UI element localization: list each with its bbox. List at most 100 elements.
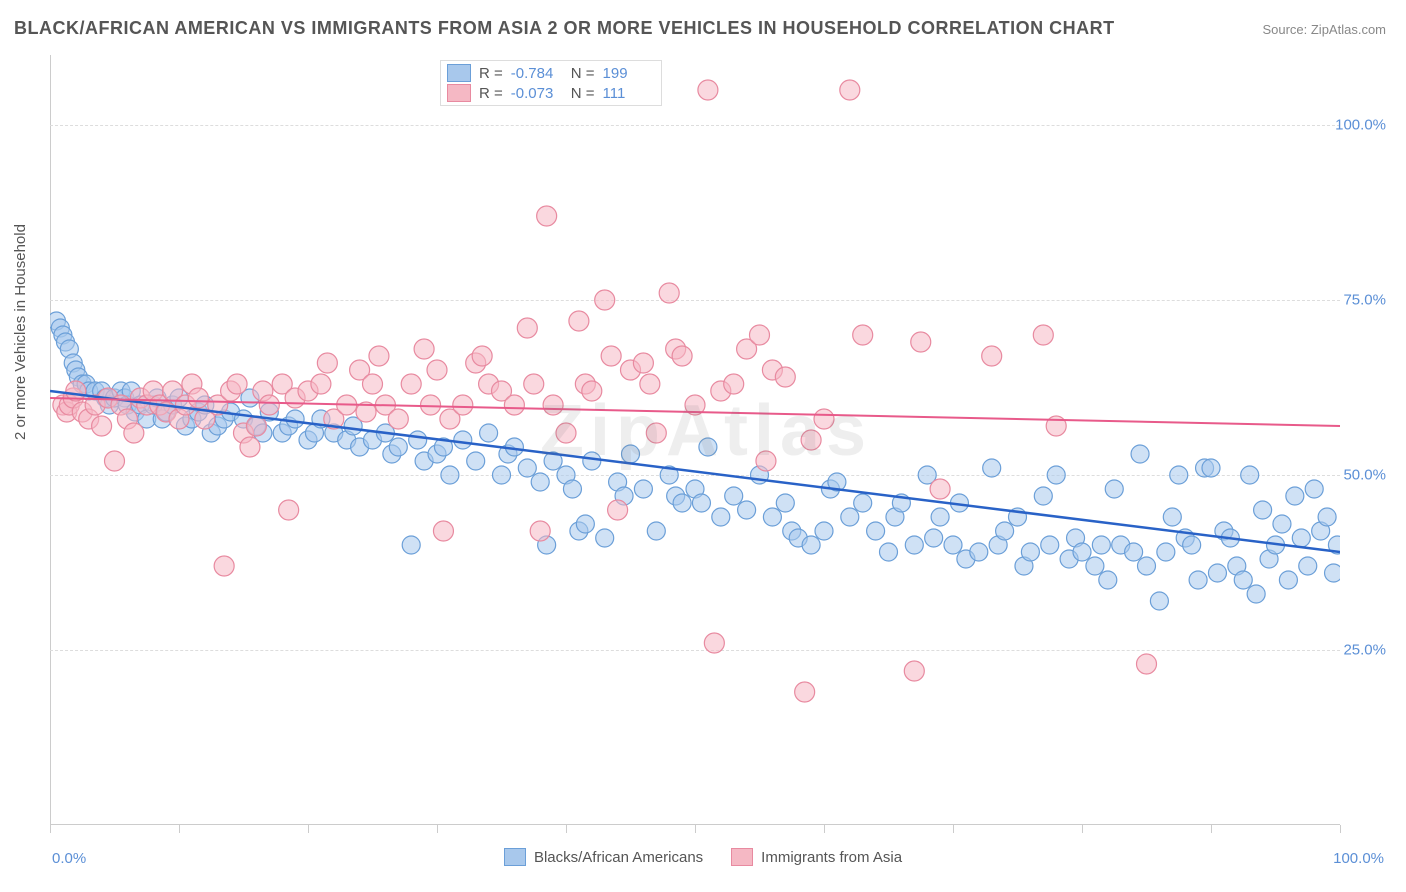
scatter-point <box>795 682 815 702</box>
scatter-point <box>725 487 743 505</box>
scatter-point <box>1034 487 1052 505</box>
scatter-point <box>454 431 472 449</box>
scatter-point <box>763 508 781 526</box>
scatter-point <box>815 522 833 540</box>
scatter-point <box>563 480 581 498</box>
scatter-point <box>1279 571 1297 589</box>
scatter-point <box>388 409 408 429</box>
scatter-point <box>576 515 594 533</box>
legend-label: Immigrants from Asia <box>761 849 902 866</box>
r-value: -0.073 <box>511 85 563 102</box>
swatch-icon <box>731 848 753 866</box>
scatter-point <box>1325 564 1340 582</box>
scatter-point <box>659 283 679 303</box>
scatter-point <box>996 522 1014 540</box>
scatter-point <box>867 522 885 540</box>
scatter-point <box>904 661 924 681</box>
scatter-point <box>124 423 144 443</box>
x-tick-mark <box>1082 825 1083 833</box>
scatter-point <box>1202 459 1220 477</box>
scatter-point <box>369 346 389 366</box>
scatter-point <box>801 430 821 450</box>
legend-label: Blacks/African Americans <box>534 849 703 866</box>
x-tick-mark <box>1340 825 1341 833</box>
scatter-point <box>240 437 260 457</box>
scatter-point <box>1189 571 1207 589</box>
scatter-point <box>692 494 710 512</box>
scatter-point <box>105 451 125 471</box>
scatter-point <box>1247 585 1265 603</box>
scatter-point <box>1092 536 1110 554</box>
scatter-point <box>517 318 537 338</box>
scatter-point <box>647 522 665 540</box>
scatter-point <box>698 80 718 100</box>
x-tick-mark <box>308 825 309 833</box>
scatter-point <box>854 494 872 512</box>
x-tick-mark <box>695 825 696 833</box>
legend-item-0: Blacks/African Americans <box>504 848 703 866</box>
scatter-point <box>246 416 266 436</box>
scatter-point <box>1286 487 1304 505</box>
scatter-point <box>363 374 383 394</box>
x-tick-mark <box>437 825 438 833</box>
scatter-point <box>583 452 601 470</box>
scatter-point <box>401 374 421 394</box>
scatter-point <box>472 346 492 366</box>
scatter-point <box>756 451 776 471</box>
stats-row-series1: R = -0.073 N = 111 <box>445 83 657 103</box>
swatch-icon <box>504 848 526 866</box>
bottom-legend: Blacks/African Americans Immigrants from… <box>0 848 1406 866</box>
scatter-point <box>1170 466 1188 484</box>
stats-row-series0: R = -0.784 N = 199 <box>445 63 657 83</box>
scatter-point <box>1241 466 1259 484</box>
scatter-point <box>802 536 820 554</box>
scatter-point <box>841 508 859 526</box>
scatter-point <box>317 353 337 373</box>
scatter-point <box>672 346 692 366</box>
scatter-point <box>925 529 943 547</box>
scatter-point <box>518 459 536 477</box>
scatter-point <box>1137 654 1157 674</box>
scatter-point <box>595 290 615 310</box>
scatter-point <box>970 543 988 561</box>
scatter-point <box>493 466 511 484</box>
scatter-point <box>1047 466 1065 484</box>
scatter-point <box>427 360 447 380</box>
scatter-point <box>531 473 549 491</box>
scatter-point <box>569 311 589 331</box>
y-tick-label: 50.0% <box>1343 467 1386 484</box>
y-tick-label: 75.0% <box>1343 292 1386 309</box>
scatter-point <box>537 206 557 226</box>
x-tick-mark <box>179 825 180 833</box>
scatter-point <box>704 633 724 653</box>
scatter-point <box>414 339 434 359</box>
r-value: -0.784 <box>511 65 563 82</box>
scatter-point <box>286 410 304 428</box>
scatter-point <box>776 494 794 512</box>
x-tick-mark <box>50 825 51 833</box>
scatter-point <box>227 374 247 394</box>
scatter-point <box>1086 557 1104 575</box>
x-tick-label: 100.0% <box>1333 850 1384 867</box>
scatter-point <box>1254 501 1272 519</box>
scatter-point <box>930 479 950 499</box>
scatter-point <box>1041 536 1059 554</box>
scatter-point <box>1138 557 1156 575</box>
n-value: 199 <box>603 65 655 82</box>
swatch-icon <box>447 64 471 82</box>
scatter-point <box>1131 445 1149 463</box>
scatter-point <box>433 521 453 541</box>
scatter-point <box>622 445 640 463</box>
scatter-point <box>389 438 407 456</box>
scatter-point <box>409 431 427 449</box>
scatter-point <box>633 353 653 373</box>
scatter-point <box>311 374 331 394</box>
scatter-point <box>402 536 420 554</box>
swatch-icon <box>447 84 471 102</box>
scatter-point <box>1073 543 1091 561</box>
scatter-point <box>421 395 441 415</box>
scatter-point <box>1292 529 1310 547</box>
scatter-point <box>905 536 923 554</box>
scatter-point <box>1163 508 1181 526</box>
scatter-point <box>543 395 563 415</box>
